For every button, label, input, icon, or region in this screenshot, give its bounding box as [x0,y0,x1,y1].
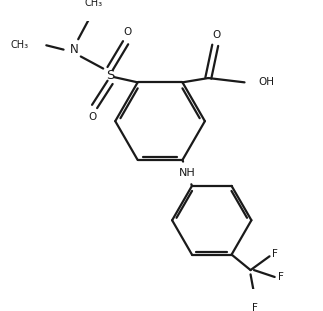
Text: N: N [69,43,78,56]
Text: CH₃: CH₃ [11,40,29,50]
Text: O: O [123,27,131,37]
Text: S: S [106,69,114,82]
Text: F: F [278,272,284,282]
Text: CH₃: CH₃ [85,0,103,8]
Text: OH: OH [258,77,274,87]
Text: F: F [252,303,258,311]
Text: NH: NH [179,168,196,178]
Text: O: O [89,112,97,122]
Text: F: F [272,249,277,259]
Text: O: O [213,30,221,40]
